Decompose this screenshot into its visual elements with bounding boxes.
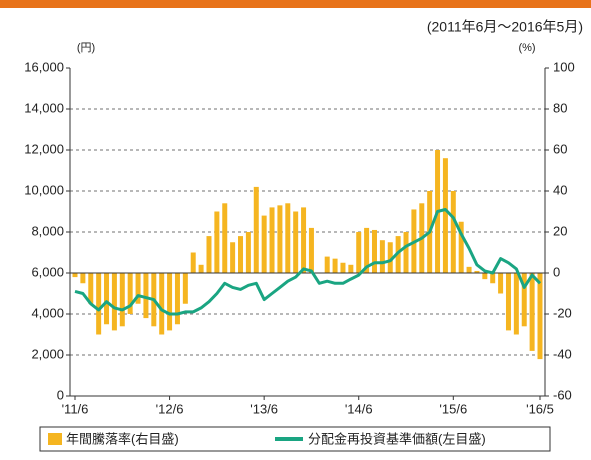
y2-unit: (%) <box>518 42 535 54</box>
bar <box>442 158 448 273</box>
x-tick-label: '12/6 <box>156 401 184 416</box>
bar <box>214 211 220 273</box>
bar <box>127 273 133 314</box>
bar <box>498 273 504 294</box>
y-tick-label: 16,000 <box>24 59 64 74</box>
bar <box>490 273 496 284</box>
bar <box>458 221 464 273</box>
bar <box>450 191 456 273</box>
bar <box>371 229 377 273</box>
bar <box>348 264 354 273</box>
top-band <box>0 0 591 8</box>
bar <box>182 273 188 304</box>
bar <box>356 232 362 273</box>
bar <box>537 273 543 360</box>
bar <box>387 242 393 273</box>
bar <box>174 273 180 325</box>
bar <box>253 186 259 273</box>
y2-tick-label: 20 <box>553 223 567 238</box>
bar <box>190 252 196 273</box>
bar <box>403 232 409 273</box>
bar <box>96 273 102 335</box>
x-tick-label: '16/5 <box>526 401 554 416</box>
bar <box>269 207 275 273</box>
bar <box>198 264 204 273</box>
bar <box>340 262 346 273</box>
y-tick-label: 4,000 <box>31 305 64 320</box>
bar <box>143 273 149 319</box>
bar <box>167 273 173 331</box>
bar <box>245 232 251 273</box>
bar <box>379 240 385 273</box>
line <box>74 208 542 316</box>
bar <box>301 207 307 273</box>
bar <box>529 273 535 351</box>
bar <box>513 273 519 335</box>
bar <box>474 270 480 273</box>
bar <box>135 273 141 304</box>
bar <box>466 266 472 273</box>
y-tick-label: 14,000 <box>24 100 64 115</box>
subtitle: (2011年6月～2016年5月) <box>427 19 583 35</box>
y2-tick-label: 40 <box>553 182 567 197</box>
y-tick-label: 12,000 <box>24 141 64 156</box>
bar <box>159 273 165 335</box>
x-tick-label: '13/6 <box>250 401 278 416</box>
bar <box>521 273 527 327</box>
x-tick-label: '14/6 <box>345 401 373 416</box>
bar <box>482 273 488 280</box>
legend-label: 年間騰落率(右目盛) <box>66 431 179 446</box>
bar <box>238 236 244 273</box>
y-tick-label: 8,000 <box>31 223 64 238</box>
y-tick-label: 6,000 <box>31 264 64 279</box>
y2-tick-label: 80 <box>553 100 567 115</box>
y-tick-label: 0 <box>57 387 64 402</box>
y-unit: (円) <box>77 42 95 54</box>
y2-tick-label: -40 <box>553 346 572 361</box>
y2-tick-label: 100 <box>553 59 575 74</box>
bar <box>277 205 283 273</box>
legend-box <box>39 426 551 452</box>
y-tick-label: 2,000 <box>31 346 64 361</box>
bar <box>206 236 212 273</box>
bar <box>72 273 78 278</box>
bar <box>364 227 370 273</box>
y2-tick-label: 60 <box>553 141 567 156</box>
bar <box>119 273 125 327</box>
bar <box>285 203 291 273</box>
y2-tick-label: 0 <box>553 264 560 279</box>
bar <box>111 273 117 331</box>
y2-tick-label: -60 <box>553 387 572 402</box>
bar <box>80 273 86 284</box>
bar <box>293 211 299 273</box>
bar <box>222 203 228 273</box>
bar <box>104 273 110 325</box>
legend-swatch <box>48 433 62 445</box>
bar <box>88 273 94 304</box>
legend-label: 分配金再投資基準価額(左目盛) <box>308 431 486 446</box>
bar <box>230 242 236 273</box>
y-tick-label: 10,000 <box>24 182 64 197</box>
bar <box>308 227 314 273</box>
x-tick-label: '15/6 <box>439 401 467 416</box>
bar <box>332 258 338 273</box>
bar <box>324 256 330 273</box>
bar <box>261 215 267 273</box>
y2-tick-label: -20 <box>553 305 572 320</box>
bar <box>505 273 511 331</box>
x-tick-label: '11/6 <box>62 401 89 416</box>
